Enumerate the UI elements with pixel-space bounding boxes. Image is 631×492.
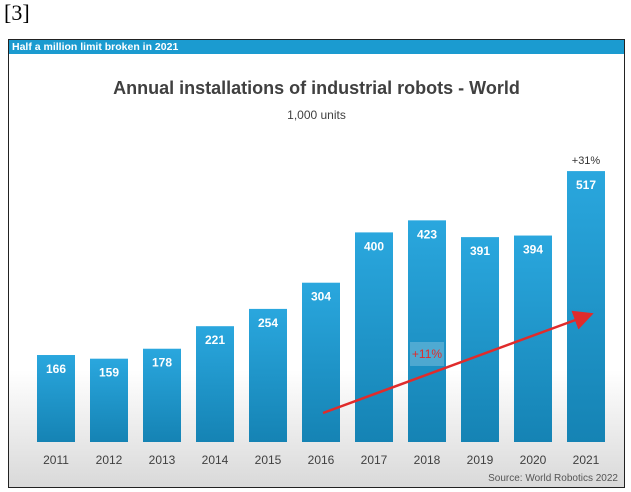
growth-annotation-2018: +11% <box>412 347 442 361</box>
chart-plot: 166 2011 159 2012 178 2013 221 2014 254 2015 304 20… <box>9 155 624 487</box>
chart-frame: Half a million limit broken in 2021 166 2… <box>8 39 625 488</box>
bar-2019 <box>461 237 499 442</box>
x-tick-label-2018: 2018 <box>414 453 441 467</box>
bar-value-label-2020: 394 <box>523 243 543 257</box>
bar-2021 <box>567 171 605 443</box>
x-tick-label-2019: 2019 <box>467 453 494 467</box>
reference-label: [3] <box>4 0 30 25</box>
bar-value-label-2012: 159 <box>99 366 119 380</box>
x-tick-label-2020: 2020 <box>520 453 547 467</box>
bar-2016 <box>302 282 340 442</box>
bar-2013 <box>143 348 181 442</box>
bar-2011 <box>37 355 75 442</box>
growth-annotation-box <box>410 342 444 366</box>
bar-2015 <box>249 308 287 442</box>
bar-2020 <box>514 235 552 442</box>
chart-subtitle: 1,000 units <box>287 108 346 122</box>
bar-value-label-2016: 304 <box>311 290 331 304</box>
bar-value-label-2011: 166 <box>46 362 66 376</box>
bar-value-label-2013: 178 <box>152 356 172 370</box>
chart-title: Annual installations of industrial robot… <box>113 78 520 98</box>
x-tick-label-2011: 2011 <box>43 453 69 467</box>
x-tick-label-2012: 2012 <box>96 453 123 467</box>
bar-value-label-2017: 400 <box>364 239 384 253</box>
x-tick-label-2021: 2021 <box>573 453 600 467</box>
growth-annotation-2021: +31% <box>572 155 601 167</box>
x-tick-label-2017: 2017 <box>361 453 388 467</box>
x-tick-label-2015: 2015 <box>255 453 282 467</box>
bar-2017 <box>355 232 393 442</box>
bar-value-label-2021: 517 <box>576 178 596 192</box>
bar-value-label-2019: 391 <box>470 244 490 258</box>
banner: Half a million limit broken in 2021 <box>9 40 624 54</box>
trend-arrow <box>322 310 594 415</box>
x-tick-label-2016: 2016 <box>308 453 335 467</box>
bar-2012 <box>90 358 128 442</box>
bar-value-label-2015: 254 <box>258 316 278 330</box>
bar-value-label-2014: 221 <box>205 333 225 347</box>
bar-2014 <box>196 326 234 442</box>
bar-2018 <box>408 220 446 442</box>
source-note: Source: World Robotics 2022 <box>488 473 618 484</box>
x-tick-label-2013: 2013 <box>149 453 176 467</box>
x-tick-label-2014: 2014 <box>202 453 229 467</box>
bar-value-label-2018: 423 <box>417 227 437 241</box>
